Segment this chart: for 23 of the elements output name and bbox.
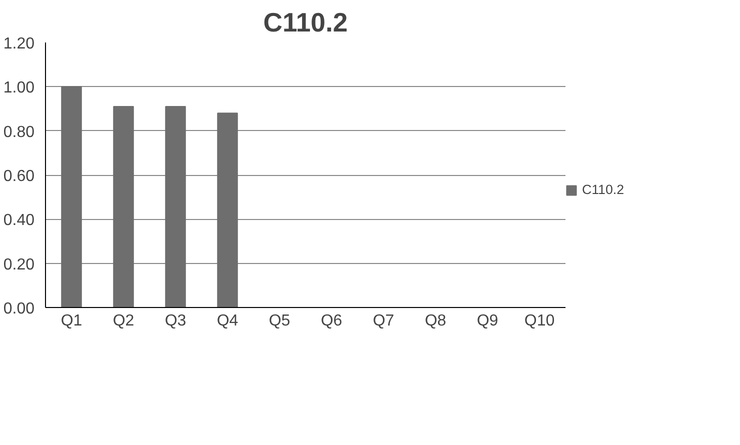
x-tick-label: Q1 [60,312,82,330]
chart-title: C110.2 [263,8,348,38]
x-tick-label: Q5 [268,312,290,330]
x-tick-label: Q2 [112,312,134,330]
x-tick-label: Q3 [164,312,186,330]
y-tick-label: 0.60 [3,168,35,185]
y-tick-label: 1.20 [3,36,35,52]
x-tick-label: Q7 [372,312,394,330]
y-tick-label: 1.00 [3,80,35,97]
x-tick-label: Q10 [524,312,555,330]
x-tick-label: Q4 [216,312,238,330]
y-tick-label: 0.40 [3,212,35,230]
y-tick-label: 0.20 [3,256,35,274]
legend-label: C110.2 [582,182,624,197]
x-tick-label: Q8 [424,312,446,330]
x-tick-label: Q6 [320,312,342,330]
bar [61,86,82,308]
bar [165,106,186,308]
bar [217,112,238,308]
x-tick-label: Q9 [476,312,498,330]
y-tick-label: 0.80 [3,124,35,141]
y-tick-label: 0.00 [3,300,35,318]
bar [113,106,134,308]
